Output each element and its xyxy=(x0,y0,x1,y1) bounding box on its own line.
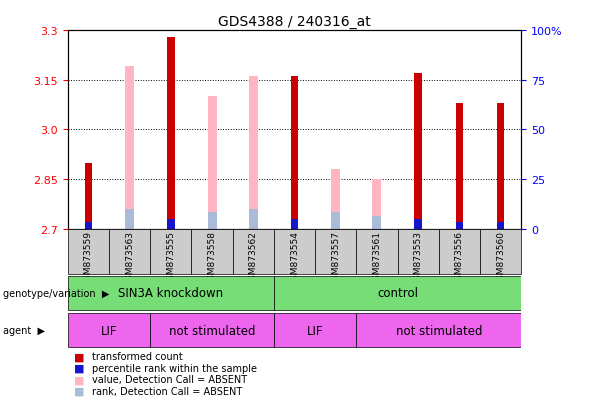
Bar xyxy=(331,213,340,229)
Bar xyxy=(191,229,233,275)
Text: LIF: LIF xyxy=(101,324,117,337)
Bar xyxy=(480,229,521,275)
Text: GSM873561: GSM873561 xyxy=(372,230,382,285)
Bar xyxy=(85,163,92,229)
Text: not stimulated: not stimulated xyxy=(396,324,482,337)
Bar xyxy=(167,38,174,229)
Bar xyxy=(150,314,274,347)
Bar xyxy=(398,229,439,275)
Bar xyxy=(249,77,258,229)
Bar xyxy=(207,213,217,229)
Text: value, Detection Call = ABSENT: value, Detection Call = ABSENT xyxy=(92,375,247,385)
Text: genotype/variation  ▶: genotype/variation ▶ xyxy=(3,288,110,298)
Bar xyxy=(415,74,422,229)
Bar xyxy=(274,277,521,310)
Text: GSM873563: GSM873563 xyxy=(125,230,134,285)
Text: GSM873553: GSM873553 xyxy=(413,230,423,285)
Text: ■: ■ xyxy=(74,375,84,385)
Bar xyxy=(68,277,274,310)
Bar xyxy=(315,229,356,275)
Bar xyxy=(68,314,150,347)
Bar xyxy=(291,219,298,229)
Bar xyxy=(415,219,422,229)
Title: GDS4388 / 240316_at: GDS4388 / 240316_at xyxy=(218,14,371,28)
Text: control: control xyxy=(377,287,418,300)
Text: GSM873559: GSM873559 xyxy=(84,230,93,285)
Bar xyxy=(497,223,504,229)
Text: agent  ▶: agent ▶ xyxy=(3,325,45,335)
Bar xyxy=(497,104,504,229)
Bar xyxy=(356,314,521,347)
Bar xyxy=(274,314,356,347)
Text: GSM873556: GSM873556 xyxy=(455,230,464,285)
Bar xyxy=(331,170,340,229)
Bar xyxy=(456,104,463,229)
Bar xyxy=(125,67,134,229)
Text: GSM873557: GSM873557 xyxy=(331,230,340,285)
Bar xyxy=(68,229,109,275)
Text: not stimulated: not stimulated xyxy=(169,324,255,337)
Bar xyxy=(291,77,298,229)
Text: SIN3A knockdown: SIN3A knockdown xyxy=(118,287,223,300)
Bar xyxy=(109,229,150,275)
Bar xyxy=(274,229,315,275)
Text: transformed count: transformed count xyxy=(92,351,183,361)
Bar xyxy=(207,97,217,229)
Text: GSM873562: GSM873562 xyxy=(249,230,258,285)
Bar xyxy=(150,229,191,275)
Text: GSM873560: GSM873560 xyxy=(496,230,505,285)
Bar xyxy=(249,209,258,229)
Text: GSM873554: GSM873554 xyxy=(290,230,299,285)
Text: ■: ■ xyxy=(74,386,84,396)
Bar xyxy=(125,209,134,229)
Bar xyxy=(167,219,174,229)
Bar xyxy=(456,223,463,229)
Bar xyxy=(85,223,92,229)
Text: LIF: LIF xyxy=(307,324,323,337)
Text: rank, Detection Call = ABSENT: rank, Detection Call = ABSENT xyxy=(92,386,243,396)
Bar xyxy=(372,180,382,229)
Text: ■: ■ xyxy=(74,351,84,361)
Bar xyxy=(372,216,382,229)
Text: GSM873558: GSM873558 xyxy=(207,230,217,285)
Text: percentile rank within the sample: percentile rank within the sample xyxy=(92,363,257,373)
Bar xyxy=(233,229,274,275)
Bar xyxy=(356,229,398,275)
Text: GSM873555: GSM873555 xyxy=(166,230,176,285)
Text: ■: ■ xyxy=(74,363,84,373)
Bar xyxy=(439,229,480,275)
